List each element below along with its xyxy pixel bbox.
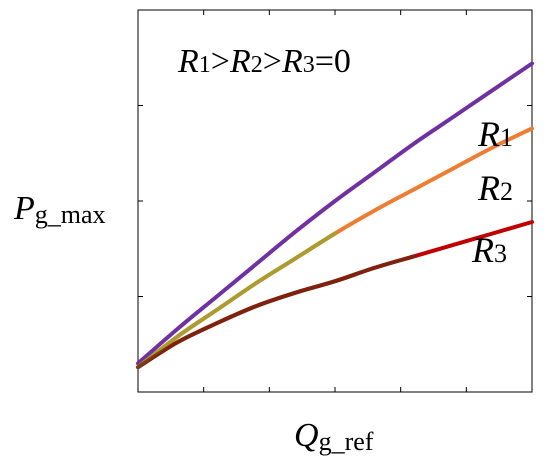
series-label-sub: 3 <box>494 239 507 268</box>
series-label-r2: R2 <box>477 168 513 208</box>
series-label-sub: 2 <box>500 177 513 206</box>
annotation-subscript: 3 <box>303 52 315 78</box>
series-lines <box>136 61 534 370</box>
annotation-part: > <box>263 43 282 80</box>
annotation-part: R <box>177 43 199 80</box>
axes <box>137 9 533 393</box>
annotation-subscript: 1 <box>199 52 211 78</box>
x-axis-label: Qg_ref <box>294 417 374 456</box>
x-axis-label-main: Q <box>294 417 319 454</box>
y-axis-label-main: P <box>13 190 35 227</box>
series-label-sub: 1 <box>500 123 513 152</box>
annotation-part: =0 <box>315 43 351 80</box>
series-label-r1: R1 <box>477 114 513 154</box>
y-axis-label-sub: g_max <box>35 200 106 229</box>
annotation-subscript: 2 <box>251 52 263 78</box>
series-label-main: R <box>477 114 500 154</box>
inequality-annotation: R1>R2>R3=0 <box>177 43 351 80</box>
annotation-part: R <box>229 43 251 80</box>
annotation-part: > <box>211 43 230 80</box>
series-line-r1 <box>136 61 534 366</box>
y-axis-label: Pg_max <box>13 190 106 229</box>
series-label-main: R <box>471 230 494 270</box>
annotation-part: R <box>281 43 303 80</box>
series-label-main: R <box>477 168 500 208</box>
series-label-r3: R3 <box>471 230 507 270</box>
series-line-r3-overlap <box>136 254 416 370</box>
series-line-r2-overlap <box>136 231 337 370</box>
x-axis-label-sub: g_ref <box>319 427 374 456</box>
